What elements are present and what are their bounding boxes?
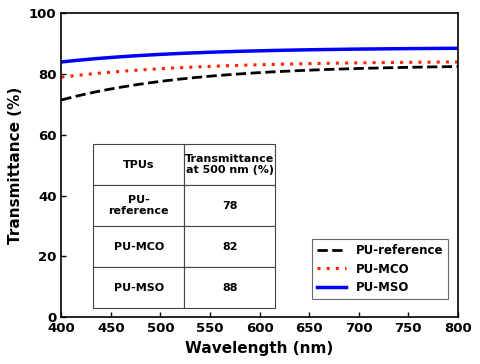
Y-axis label: Transmittance (%): Transmittance (%) <box>8 87 24 244</box>
X-axis label: Wavelength (nm): Wavelength (nm) <box>185 341 334 356</box>
Legend: PU-reference, PU-MCO, PU-MSO: PU-reference, PU-MCO, PU-MSO <box>312 239 448 299</box>
